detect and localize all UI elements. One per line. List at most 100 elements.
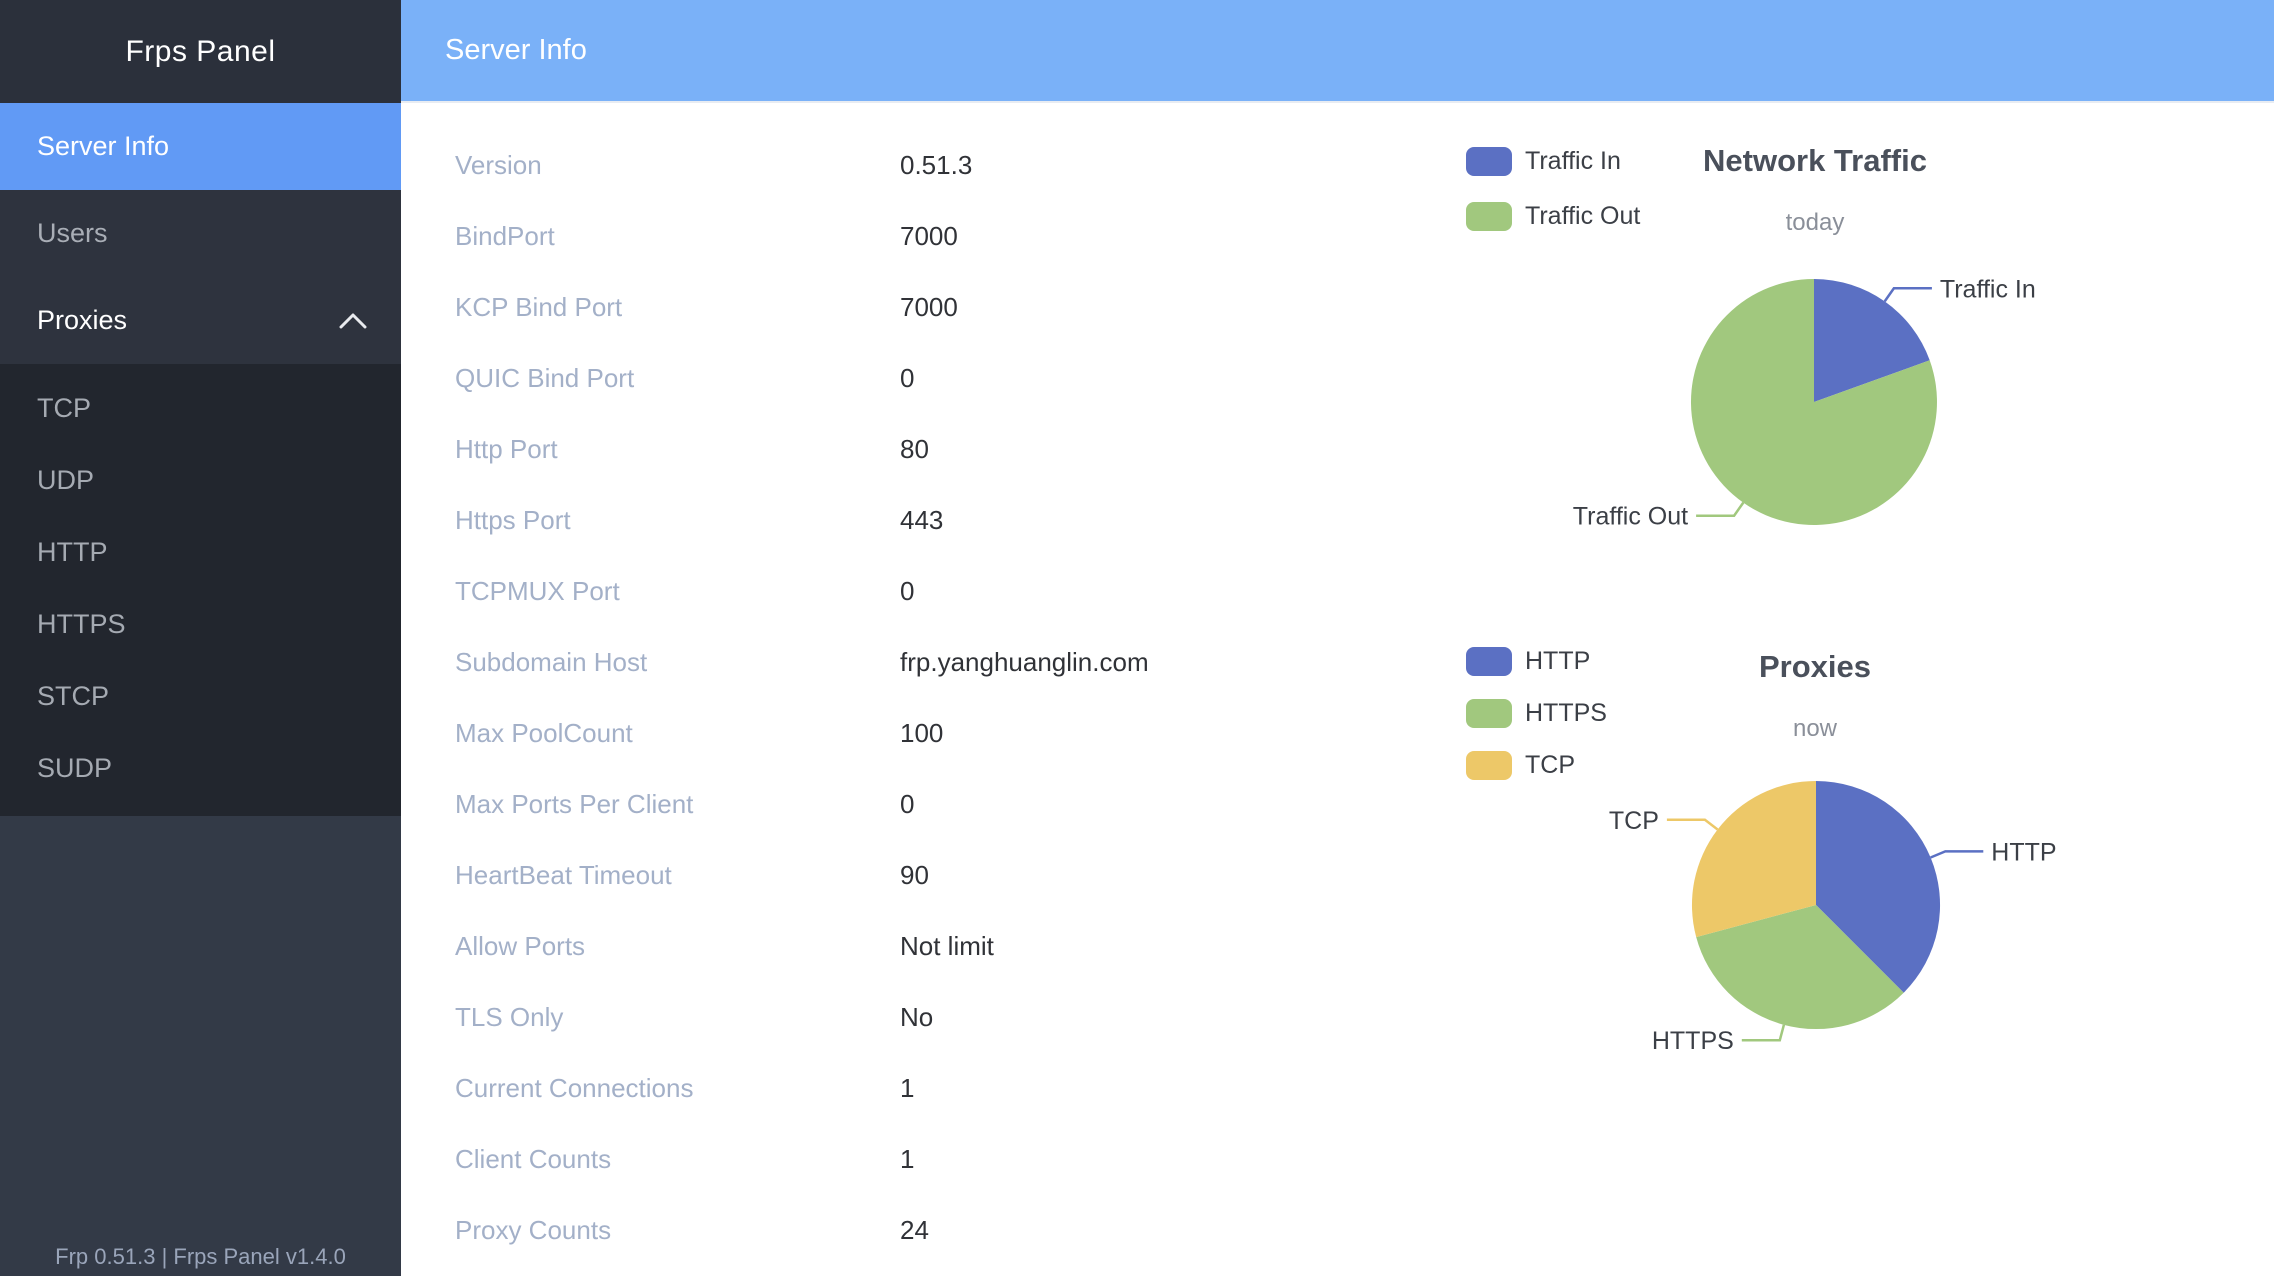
info-row-quic-bind-port: QUIC Bind Port 0 [455, 343, 1375, 414]
sidebar-subitem-stcp[interactable]: STCP [37, 680, 110, 711]
page-header: Server Info [401, 0, 2274, 103]
pie-slice-https[interactable] [1696, 905, 1904, 1030]
info-row-allow-ports: Allow Ports Not limit [455, 911, 1375, 982]
pie-slice-traffic-in[interactable] [1814, 279, 1930, 402]
info-value: 80 [900, 434, 929, 464]
legend-swatch [1466, 147, 1512, 176]
info-label: TCPMUX Port [455, 576, 620, 606]
pie-label-line [1930, 850, 1984, 859]
info-row-max-poolcount: Max PoolCount 100 [455, 698, 1375, 769]
sidebar-subitem-https[interactable]: HTTPS [37, 608, 126, 639]
legend-swatch [1466, 202, 1512, 231]
info-label: Current Connections [455, 1073, 694, 1103]
info-row-proxy-counts: Proxy Counts 24 [455, 1195, 1375, 1266]
info-label: Subdomain Host [455, 647, 648, 677]
legend-swatch [1466, 699, 1512, 728]
pie-slice-tcp[interactable] [1691, 781, 1816, 938]
sidebar-submenu: TCP UDP HTTP HTTPS STCP SUDP [0, 364, 401, 816]
info-value: 100 [900, 718, 944, 748]
info-label: Allow Ports [455, 931, 586, 961]
server-info-list: Version 0.51.3 BindPort 7000 KCP Bind Port 70… [455, 130, 1375, 1266]
info-label: HeartBeat Timeout [455, 860, 672, 890]
legend-item-traffic-in[interactable]: Traffic In [1466, 147, 1640, 176]
pie-slice-traffic-out[interactable] [1690, 279, 1937, 525]
info-value: 0 [900, 576, 915, 606]
info-row-heartbeat-timeout: HeartBeat Timeout 90 [455, 840, 1375, 911]
legend-label: HTTP [1525, 647, 1591, 675]
pie-label-line [1741, 1024, 1786, 1042]
chevron-up-icon[interactable] [339, 313, 367, 329]
pie-label: HTTP [1991, 838, 2056, 866]
legend-item-https[interactable]: HTTPS [1466, 699, 1607, 728]
sidebar-item-users[interactable]: Users [0, 190, 401, 277]
page-title: Server Info [445, 34, 587, 66]
info-label: KCP Bind Port [455, 292, 623, 322]
proxies-chart: Proxies now HTTP HTTPS TCP HTTP HTTPS TCP [1421, 633, 2280, 1253]
sidebar-item-label: Users [37, 218, 108, 248]
info-row-tls-only: TLS Only No [455, 982, 1375, 1053]
info-label: Max Ports Per Client [455, 789, 694, 819]
sidebar-subitem-tcp[interactable]: TCP [37, 392, 91, 423]
info-value: 7000 [900, 221, 958, 251]
info-row-client-counts: Client Counts 1 [455, 1124, 1375, 1195]
info-value: No [900, 1002, 934, 1032]
info-row-current-connections: Current Connections 1 [455, 1053, 1375, 1124]
info-label: BindPort [455, 221, 555, 251]
info-row-https-port: Https Port 443 [455, 485, 1375, 556]
info-label: QUIC Bind Port [455, 363, 635, 393]
sidebar-subitem-http[interactable]: HTTP [37, 536, 108, 567]
info-value: 443 [900, 505, 944, 535]
info-label: Https Port [455, 505, 571, 535]
info-value: 0.51.3 [900, 150, 973, 180]
pie-chart: HTTP HTTPS TCP [1609, 781, 2057, 1055]
pie-slice-http[interactable] [1816, 781, 1941, 993]
pie-label-line [1666, 818, 1719, 831]
legend-label: HTTPS [1525, 699, 1607, 727]
info-label: Version [455, 150, 542, 180]
main-content: Version 0.51.3 BindPort 7000 KCP Bind Port 70… [401, 103, 2280, 1276]
chart-legend: HTTP HTTPS TCP [1466, 647, 1607, 803]
sidebar-menu: Server Info Users Proxies [0, 103, 401, 364]
info-value: 24 [900, 1215, 929, 1245]
info-value: 7000 [900, 292, 958, 322]
pie-label-line [1883, 287, 1932, 303]
pie-label: HTTPS [1652, 1027, 1734, 1055]
app-brand: Frps Panel [0, 0, 401, 103]
pie-label: Traffic In [1940, 275, 2036, 303]
sidebar-subitem-sudp[interactable]: SUDP [37, 752, 113, 783]
legend-item-tcp[interactable]: TCP [1466, 751, 1607, 780]
info-value: 1 [900, 1073, 915, 1103]
pie-label: Traffic Out [1573, 503, 1688, 531]
legend-label: Traffic Out [1525, 202, 1641, 230]
legend-label: Traffic In [1525, 147, 1621, 175]
info-value: 0 [900, 363, 915, 393]
sidebar-subitem-udp[interactable]: UDP [37, 464, 95, 495]
info-label: Proxy Counts [455, 1215, 612, 1245]
legend-swatch [1466, 647, 1512, 676]
info-label: Http Port [455, 434, 558, 464]
info-value: frp.yanghuanglin.com [900, 647, 1149, 677]
info-row-http-port: Http Port 80 [455, 414, 1375, 485]
info-row-subdomain-host: Subdomain Host frp.yanghuanglin.com [455, 627, 1375, 698]
pie-label-line [1696, 501, 1745, 517]
info-label: TLS Only [455, 1002, 564, 1032]
legend-item-traffic-out[interactable]: Traffic Out [1466, 202, 1640, 231]
info-row-tcpmux-port: TCPMUX Port 0 [455, 556, 1375, 627]
network-traffic-chart: Network Traffic today Traffic In Traffic … [1421, 133, 2280, 613]
pie-label: TCP [1609, 807, 1659, 835]
info-value: 90 [900, 860, 929, 890]
info-row-max-ports-per-client: Max Ports Per Client 0 [455, 769, 1375, 840]
sidebar-item-server-info[interactable]: Server Info [0, 103, 401, 190]
sidebar: Frps Panel Server Info Users Proxies TCP UD… [0, 0, 401, 1276]
legend-swatch [1466, 751, 1512, 780]
info-label: Max PoolCount [455, 718, 633, 748]
legend-item-http[interactable]: HTTP [1466, 647, 1607, 676]
legend-label: TCP [1525, 751, 1575, 779]
info-row-version: Version 0.51.3 [455, 130, 1375, 201]
sidebar-item-proxies[interactable]: Proxies [0, 277, 401, 364]
sidebar-item-label: Server Info [37, 131, 170, 161]
info-value: 1 [900, 1144, 915, 1174]
pie-chart: Traffic In Traffic Out [1573, 275, 2036, 531]
info-label: Client Counts [455, 1144, 612, 1174]
